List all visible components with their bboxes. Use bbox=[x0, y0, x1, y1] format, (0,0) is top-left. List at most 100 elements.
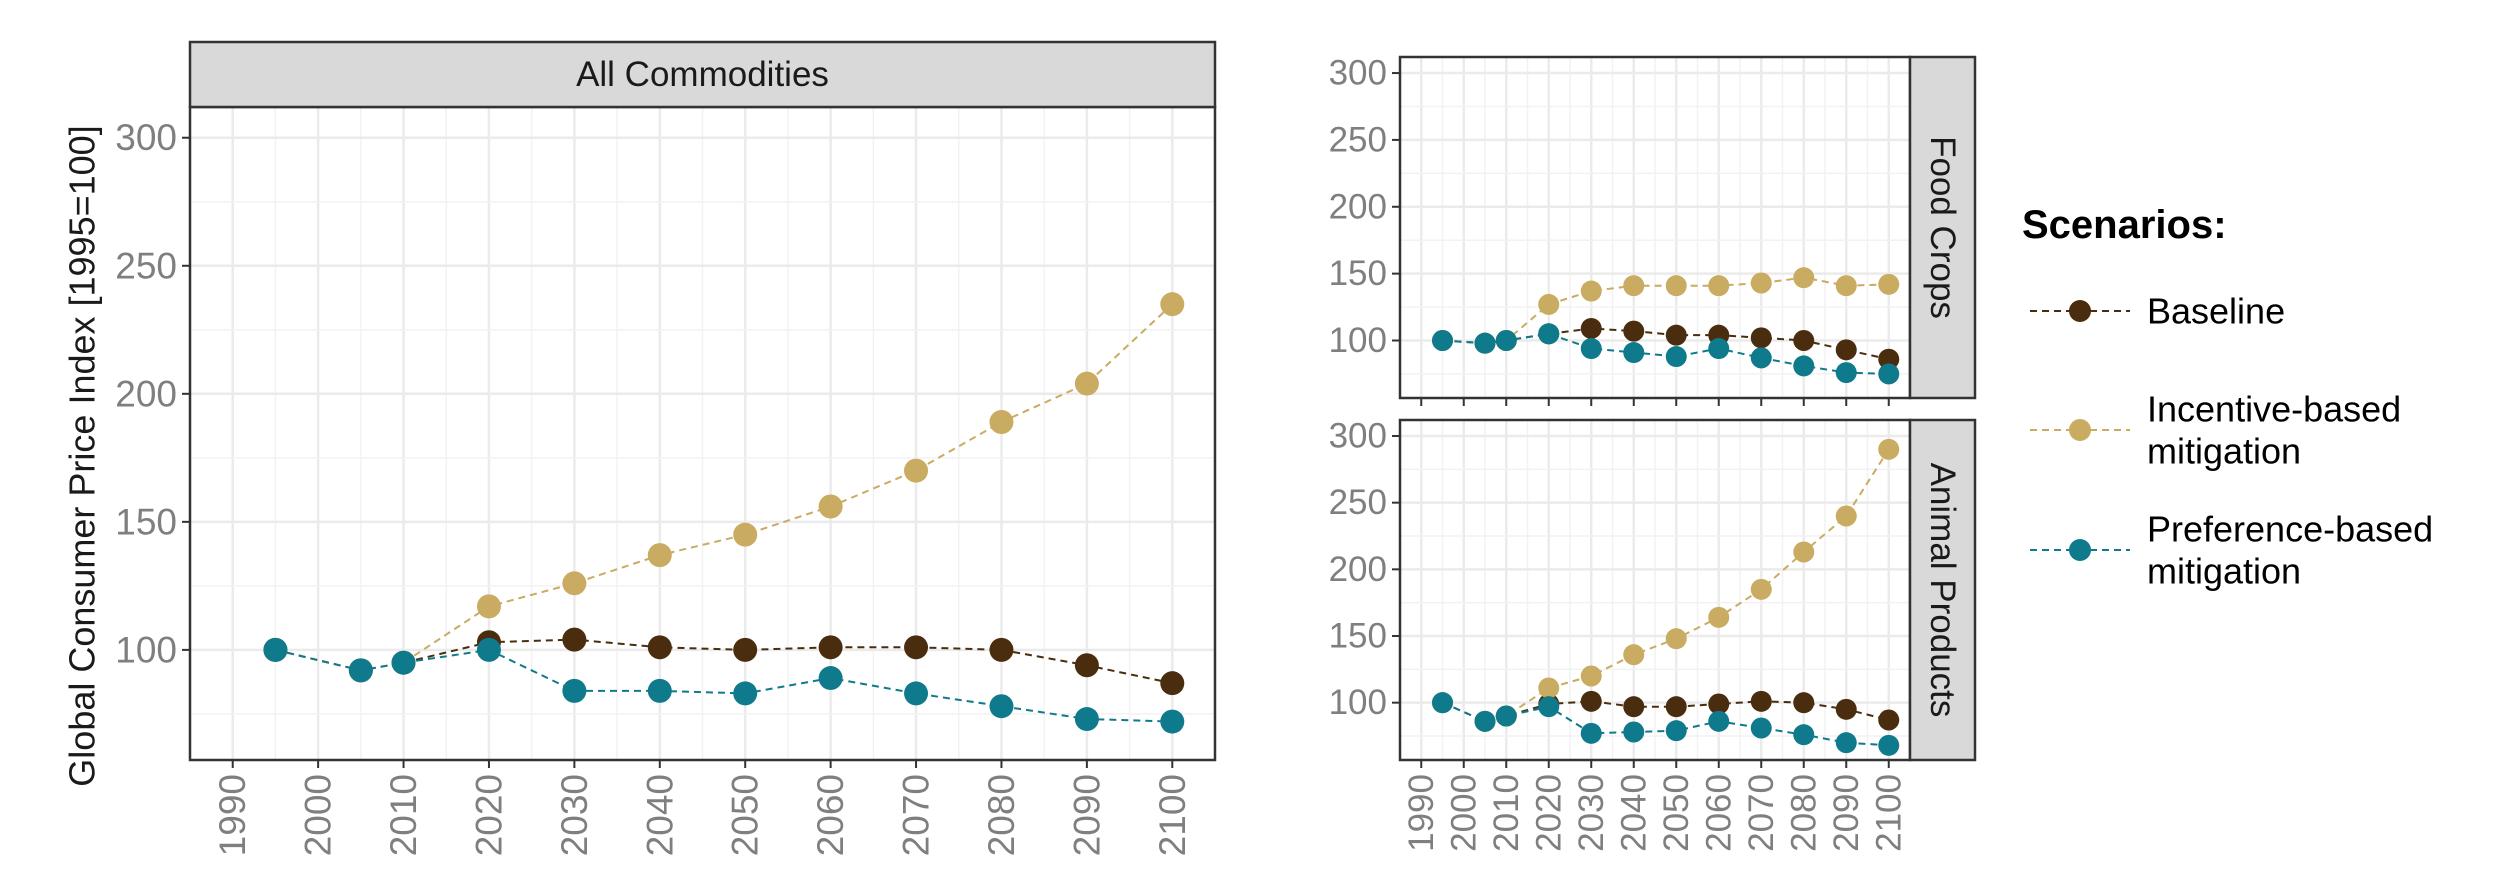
data-point bbox=[1835, 505, 1857, 527]
data-point bbox=[1750, 717, 1772, 739]
data-point bbox=[1793, 329, 1815, 351]
data-point bbox=[1432, 692, 1453, 714]
data-point bbox=[1623, 320, 1645, 342]
legend-item: Baseline bbox=[2030, 291, 2285, 332]
data-point bbox=[1750, 347, 1772, 369]
series-preference-based-mitigation bbox=[1432, 323, 1900, 385]
strip-label: All Commodities bbox=[576, 55, 829, 94]
y-tick-label: 150 bbox=[1329, 617, 1387, 656]
x-tick-label: 2070 bbox=[1742, 774, 1781, 852]
y-tick-label: 150 bbox=[1329, 254, 1387, 293]
series-preference-based-mitigation bbox=[1432, 692, 1900, 756]
data-point bbox=[1160, 292, 1185, 317]
data-point bbox=[1665, 275, 1687, 297]
data-point bbox=[1665, 720, 1687, 742]
x-tick-label: 1990 bbox=[212, 774, 253, 856]
strip-label: Animal Products bbox=[1923, 463, 1962, 718]
data-point bbox=[1623, 275, 1645, 297]
data-point bbox=[1623, 342, 1645, 364]
x-tick-label: 2040 bbox=[1614, 774, 1653, 852]
data-point bbox=[1623, 644, 1645, 666]
data-point bbox=[1708, 275, 1730, 297]
strip-label: Food Crops bbox=[1923, 136, 1962, 319]
x-tick-label: 2060 bbox=[1699, 774, 1738, 852]
data-point bbox=[1623, 721, 1645, 743]
data-point bbox=[1708, 710, 1730, 732]
data-point bbox=[1623, 696, 1645, 718]
data-point bbox=[348, 658, 373, 683]
data-point bbox=[1835, 732, 1857, 754]
x-tick-label: 2040 bbox=[639, 774, 680, 856]
data-point bbox=[1835, 698, 1857, 720]
data-point bbox=[1538, 323, 1560, 345]
y-tick-label: 200 bbox=[1329, 550, 1387, 589]
strip-box bbox=[188, 40, 1217, 109]
data-point bbox=[476, 637, 501, 662]
x-tick-label: 2030 bbox=[554, 774, 595, 856]
data-point bbox=[647, 678, 672, 703]
x-tick-label: 2090 bbox=[1827, 774, 1866, 852]
x-tick-label: 2020 bbox=[468, 774, 509, 856]
legend-label: Preference-based bbox=[2147, 509, 2433, 550]
y-tick-label: 100 bbox=[1329, 321, 1387, 360]
y-axis-title: Global Consumer Price Index [1995=100] bbox=[62, 125, 103, 786]
legend-label: mitigation bbox=[2147, 551, 2301, 592]
data-point bbox=[1432, 329, 1453, 351]
series-preference-based-mitigation bbox=[263, 637, 1185, 734]
panel-all-commodities: 100 150 200 250 300 1990 2000 2010 2020 2030 2040 2… bbox=[62, 40, 1217, 856]
y-tick-label: 250 bbox=[1329, 120, 1387, 159]
x-tick-label: 2000 bbox=[1444, 774, 1483, 852]
data-point bbox=[1665, 696, 1687, 718]
data-point bbox=[1835, 339, 1857, 361]
x-tick-label: 2010 bbox=[1487, 774, 1526, 852]
data-point bbox=[1665, 346, 1687, 368]
legend-label: Baseline bbox=[2147, 291, 2285, 332]
y-tick-label: 200 bbox=[1329, 187, 1387, 226]
data-point bbox=[1793, 724, 1815, 746]
x-tick-label: 2080 bbox=[981, 774, 1022, 856]
data-point bbox=[1793, 692, 1815, 714]
data-point bbox=[1580, 280, 1602, 302]
data-point bbox=[989, 694, 1014, 719]
y-tick-label: 100 bbox=[115, 629, 177, 670]
data-point bbox=[1074, 653, 1099, 678]
y-tick-label: 100 bbox=[1329, 683, 1387, 722]
data-point bbox=[1878, 363, 1900, 385]
data-point bbox=[1665, 628, 1687, 650]
data-point bbox=[1750, 327, 1772, 349]
data-point bbox=[1878, 273, 1900, 295]
data-point bbox=[1750, 690, 1772, 712]
x-tick-label: 2090 bbox=[1066, 774, 1107, 856]
data-point bbox=[1750, 272, 1772, 294]
data-point bbox=[818, 635, 843, 660]
data-point bbox=[989, 409, 1014, 434]
data-point bbox=[1580, 317, 1602, 339]
data-point bbox=[1878, 348, 1900, 370]
data-point bbox=[1538, 696, 1560, 718]
legend-key-point bbox=[2069, 419, 2091, 441]
data-point bbox=[1835, 275, 1857, 297]
data-point bbox=[733, 522, 758, 547]
data-point bbox=[1160, 709, 1185, 734]
x-tick-label: 2010 bbox=[383, 774, 424, 856]
y-tick-label: 200 bbox=[115, 373, 177, 414]
data-point bbox=[1495, 329, 1517, 351]
data-point bbox=[818, 494, 843, 519]
data-point bbox=[1708, 693, 1730, 715]
panel-food-crops: 100 150 200 250 300 Food Crops bbox=[1329, 54, 1977, 406]
data-point bbox=[1793, 541, 1815, 563]
data-point bbox=[1160, 671, 1185, 696]
data-point bbox=[1580, 665, 1602, 687]
data-point bbox=[1878, 709, 1900, 731]
data-point bbox=[904, 458, 929, 483]
legend: Scenarios:BaselineIncentive-basedmitigat… bbox=[2022, 203, 2433, 592]
y-tick-label: 300 bbox=[1329, 54, 1387, 93]
data-point bbox=[1665, 324, 1687, 346]
y-tick-label: 250 bbox=[1329, 483, 1387, 522]
legend-key-point bbox=[2069, 539, 2091, 561]
data-point bbox=[904, 681, 929, 706]
x-tick-label: 2080 bbox=[1784, 774, 1823, 852]
data-point bbox=[1074, 371, 1099, 396]
